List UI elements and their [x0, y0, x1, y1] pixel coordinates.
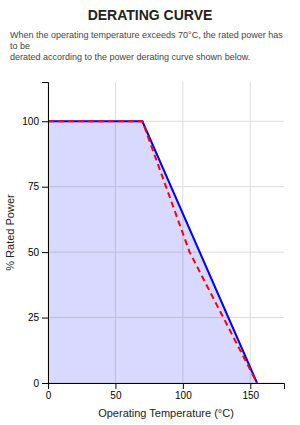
title: DERATING CURVE: [88, 7, 213, 23]
y-tick-label: 50: [28, 247, 40, 258]
x-tick: 100: [175, 383, 192, 401]
x-tick-label: 0: [46, 390, 52, 401]
y-tick-mark: [42, 318, 48, 319]
x-tick-mark: [250, 383, 251, 389]
y-tick-label: 25: [28, 312, 40, 323]
y-tick: 50: [28, 247, 48, 258]
y-tick: 75: [28, 181, 48, 192]
y-tick-mark: [42, 187, 48, 188]
subtitle-line: When the operating temperature exceeds 7…: [10, 30, 283, 40]
x-tick-label: 50: [110, 390, 122, 401]
grid: [48, 82, 284, 383]
x-tick-label: 100: [175, 390, 192, 401]
plot-area: [48, 121, 257, 383]
y-tick-mark: [42, 252, 48, 253]
x-tick: 0: [46, 383, 52, 401]
y-tick-label: 0: [33, 378, 39, 389]
subtitle-line: to be: [10, 41, 30, 51]
x-tick: 150: [242, 383, 259, 401]
area: [48, 121, 257, 383]
x-tick-label: 150: [242, 390, 259, 401]
subtitle-line: derated according to the power derating …: [10, 52, 250, 62]
subtitle: When the operating temperature exceeds 7…: [10, 30, 283, 62]
x-axis: 0 50 100 150: [46, 383, 285, 401]
x-tick-mark: [115, 383, 116, 389]
x-tick: 50: [110, 383, 122, 401]
y-tick: 25: [28, 312, 48, 323]
x-grid-line: [250, 82, 251, 383]
y-axis: 0 25 50 75 100: [22, 83, 48, 389]
y-tick-mark: [42, 121, 48, 122]
line: [48, 121, 257, 383]
y-tick: 0: [33, 378, 48, 389]
x-axis-line: [49, 384, 285, 390]
y-axis-title: % Rated Power: [4, 194, 16, 271]
y-tick-mark: [42, 383, 48, 384]
x-axis-title: Operating Temperature (°C): [98, 407, 234, 419]
y-tick-label: 100: [22, 116, 39, 127]
y-tick-label: 75: [28, 181, 40, 192]
y-tick: 100: [22, 116, 48, 127]
line: [48, 121, 257, 383]
x-tick-mark: [183, 383, 184, 389]
chart: DERATING CURVE When the operating tempera…: [0, 0, 300, 425]
y-axis-line: [42, 83, 49, 384]
